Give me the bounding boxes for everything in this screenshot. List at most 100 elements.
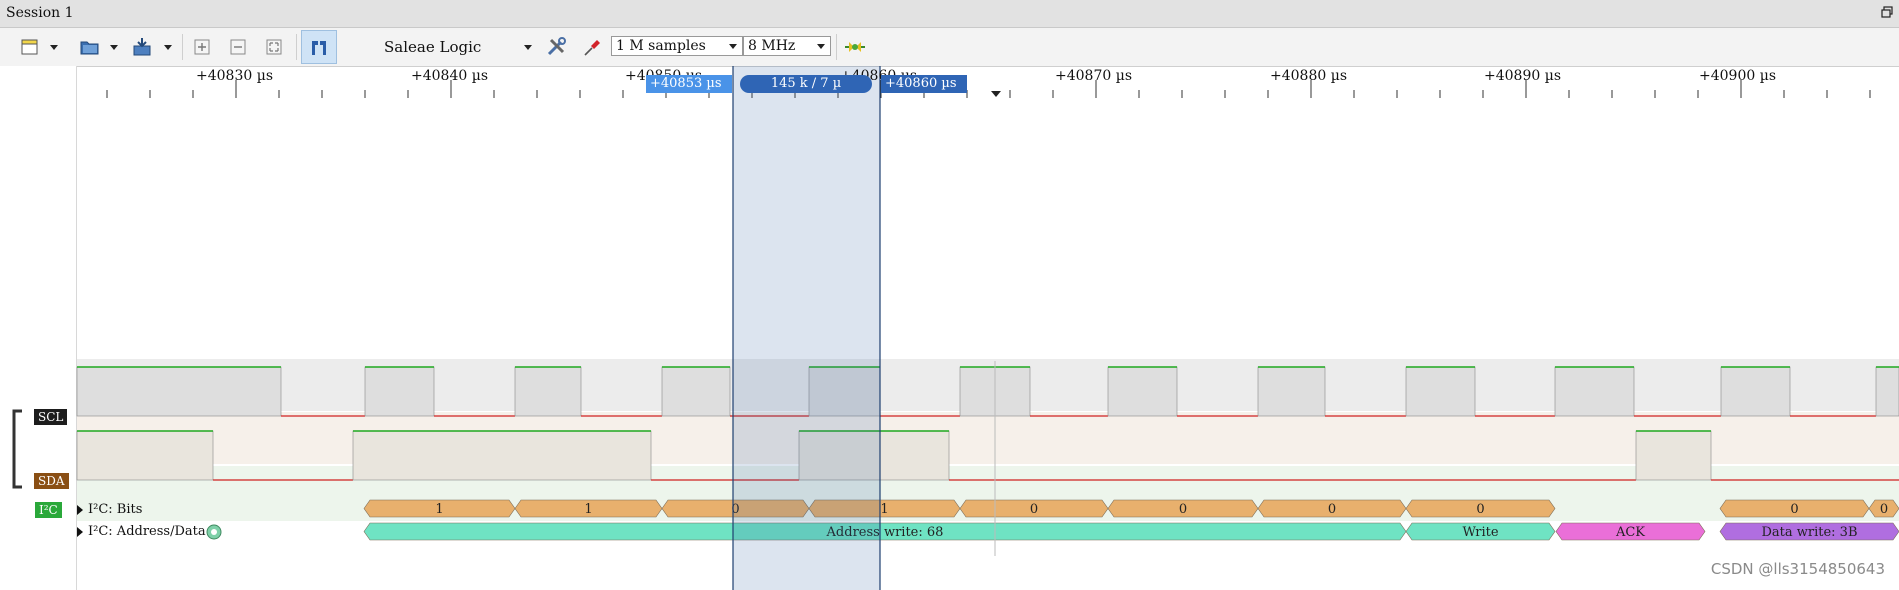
start-capture-button[interactable] xyxy=(842,34,868,60)
sda-label-text: SDA xyxy=(38,474,65,488)
window-titlebar: Session 1 xyxy=(0,0,1899,28)
measurement-selection[interactable] xyxy=(733,66,880,590)
chevron-down-icon xyxy=(729,44,737,49)
scl-channel-label[interactable]: SCL xyxy=(34,409,68,425)
zoom-fit-icon xyxy=(266,39,282,55)
restore-window-icon[interactable] xyxy=(1881,6,1893,18)
cursor-markers-button[interactable] xyxy=(301,30,337,64)
cursor-1-marker[interactable]: +40853 µs xyxy=(646,75,732,93)
trigger-marker-icon xyxy=(991,91,1001,97)
device-dropdown[interactable] xyxy=(522,34,534,60)
watermark: CSDN @lls3154850643 xyxy=(1710,560,1885,578)
i2c-bit-segment-label: 0 xyxy=(1790,502,1798,517)
high-pulse xyxy=(661,366,731,417)
high-pulse xyxy=(76,366,282,417)
zoom-fit-button[interactable] xyxy=(262,34,286,60)
zoom-out-icon xyxy=(230,39,246,55)
i2c-frame-segment-label: Address write: 68 xyxy=(826,525,944,540)
i2c-bit-segment[interactable] xyxy=(1405,499,1556,518)
high-pulse xyxy=(1635,430,1712,481)
i2c-bit-segment-label: 0 xyxy=(1476,502,1484,517)
high-pulse xyxy=(1720,366,1791,417)
high-pulse xyxy=(364,366,435,417)
high-pulse xyxy=(514,366,582,417)
ruler-label: +40870 µs xyxy=(1055,68,1132,84)
i2c-analyzer-tag[interactable]: I²C xyxy=(35,502,62,518)
i2c-bit-segment[interactable] xyxy=(1868,499,1899,518)
time-ruler xyxy=(77,66,1899,98)
new-capture-icon xyxy=(21,39,38,55)
ruler-label: +40840 µs xyxy=(411,68,488,84)
waveform-area[interactable]: 1 1 0 1 0 0 0 0 0 0 Address write: 68 Write ACK Data… xyxy=(0,66,1899,590)
export-button[interactable] xyxy=(130,34,154,60)
high-pulse xyxy=(1257,366,1326,417)
i2c-frame-segment-label: ACK xyxy=(1615,525,1645,540)
i2c-frame-segment[interactable] xyxy=(1555,522,1706,541)
export-dropdown[interactable] xyxy=(162,34,174,60)
i2c-bit-segment-label: 0 xyxy=(1179,502,1187,517)
toolbar-divider xyxy=(296,34,297,60)
ruler-label: +40900 µs xyxy=(1699,68,1776,84)
chevron-down-icon xyxy=(164,44,172,50)
high-pulse xyxy=(1875,366,1899,417)
sda-track xyxy=(77,412,1899,464)
high-pulse xyxy=(1107,366,1178,417)
expand-bits-row-icon[interactable] xyxy=(77,505,83,515)
zoom-in-button[interactable] xyxy=(190,34,214,60)
i2c-frame-segment[interactable] xyxy=(1405,522,1556,541)
toolbar-divider xyxy=(836,34,837,60)
toolbar-divider xyxy=(182,34,183,60)
high-pulse xyxy=(798,430,950,481)
i2c-bit-segment-label: 0 xyxy=(1328,502,1336,517)
i2c-frames-row: Address write: 68 Write ACK Data write: 3B xyxy=(363,522,1899,541)
i2c-bit-segment-label: 0 xyxy=(1880,502,1888,517)
main-toolbar: Saleae Logic 1 M samples 8 MHz xyxy=(0,28,1899,67)
sample-rate-select[interactable]: 8 MHz xyxy=(743,36,831,56)
i2c-address-row-label: I²C: Address/Data xyxy=(88,524,206,539)
sda-waveform xyxy=(76,430,1899,481)
expand-address-row-icon[interactable] xyxy=(77,527,83,537)
ruler-label: +40880 µs xyxy=(1270,68,1347,84)
scl-label-text: SCL xyxy=(38,410,64,424)
high-pulse xyxy=(76,430,214,481)
high-pulse xyxy=(352,430,652,481)
window-title: Session 1 xyxy=(6,5,74,21)
i2c-frame-segment-label: Data write: 3B xyxy=(1761,525,1857,540)
i2c-bit-segment-label: 0 xyxy=(1030,502,1038,517)
chevron-down-icon xyxy=(817,44,825,49)
i2c-bits-row: 1 1 0 1 0 0 0 0 0 0 xyxy=(363,499,1899,518)
scl-waveform xyxy=(76,366,1899,417)
samples-value: 1 M samples xyxy=(616,38,706,54)
cursor-2-marker[interactable]: +40860 µs xyxy=(881,75,967,93)
ruler-label: +40830 µs xyxy=(196,68,273,84)
open-button[interactable] xyxy=(78,34,102,60)
new-capture-dropdown[interactable] xyxy=(48,34,60,60)
cursor-markers-icon xyxy=(312,41,326,55)
i2c-bit-segment-label: 1 xyxy=(584,502,592,517)
samples-select[interactable]: 1 M samples xyxy=(611,36,743,56)
i2c-frame-segment-label: Write xyxy=(1462,525,1498,540)
high-pulse xyxy=(808,366,881,417)
settings-tools-icon xyxy=(547,37,566,56)
i2c-bit-segment-label: 0 xyxy=(731,502,739,517)
trigger-button[interactable] xyxy=(579,34,605,60)
chevron-down-icon xyxy=(50,44,58,50)
i2c-bit-segment-label: 1 xyxy=(435,502,443,517)
high-pulse xyxy=(1405,366,1476,417)
channel-group-bracket xyxy=(12,409,22,489)
zoom-out-button[interactable] xyxy=(226,34,250,60)
i2c-frame-segment[interactable] xyxy=(1719,522,1899,541)
new-capture-button[interactable] xyxy=(18,34,42,60)
delta-measurement-badge[interactable]: 145 k / 7 µ xyxy=(740,75,872,93)
ruler-label: +40890 µs xyxy=(1484,68,1561,84)
sample-rate-value: 8 MHz xyxy=(748,38,796,54)
device-settings-button[interactable] xyxy=(543,34,569,60)
i2c-tag-text: I²C xyxy=(39,503,58,517)
device-name: Saleae Logic xyxy=(384,38,482,56)
analyzer-settings-icon[interactable] xyxy=(205,523,223,541)
chevron-down-icon xyxy=(110,44,118,50)
sda-channel-label[interactable]: SDA xyxy=(34,473,69,489)
i2c-bits-row-label: I²C: Bits xyxy=(88,502,143,517)
open-dropdown[interactable] xyxy=(108,34,120,60)
trigger-pin-icon xyxy=(584,40,600,56)
